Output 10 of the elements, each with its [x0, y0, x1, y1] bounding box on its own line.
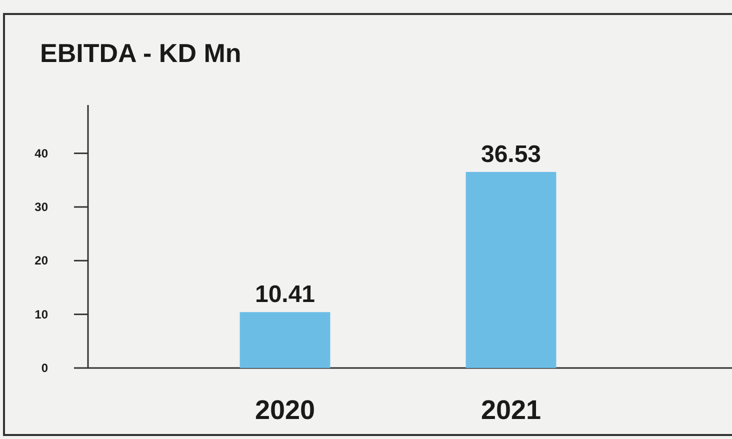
x-tick-label: 2020: [254, 395, 316, 425]
y-tick-label: 30: [34, 200, 48, 214]
data-label: 10.41: [254, 281, 316, 308]
y-tick-label: 40: [34, 146, 48, 160]
x-tick-label: 2021: [480, 395, 542, 425]
chart-title: EBITDA - KD Mn: [40, 38, 242, 68]
y-tick-label: 20: [34, 254, 48, 268]
y-tick-label: 0: [41, 361, 48, 375]
data-label: 36.53: [480, 140, 542, 168]
y-tick-label: 10: [34, 307, 48, 322]
